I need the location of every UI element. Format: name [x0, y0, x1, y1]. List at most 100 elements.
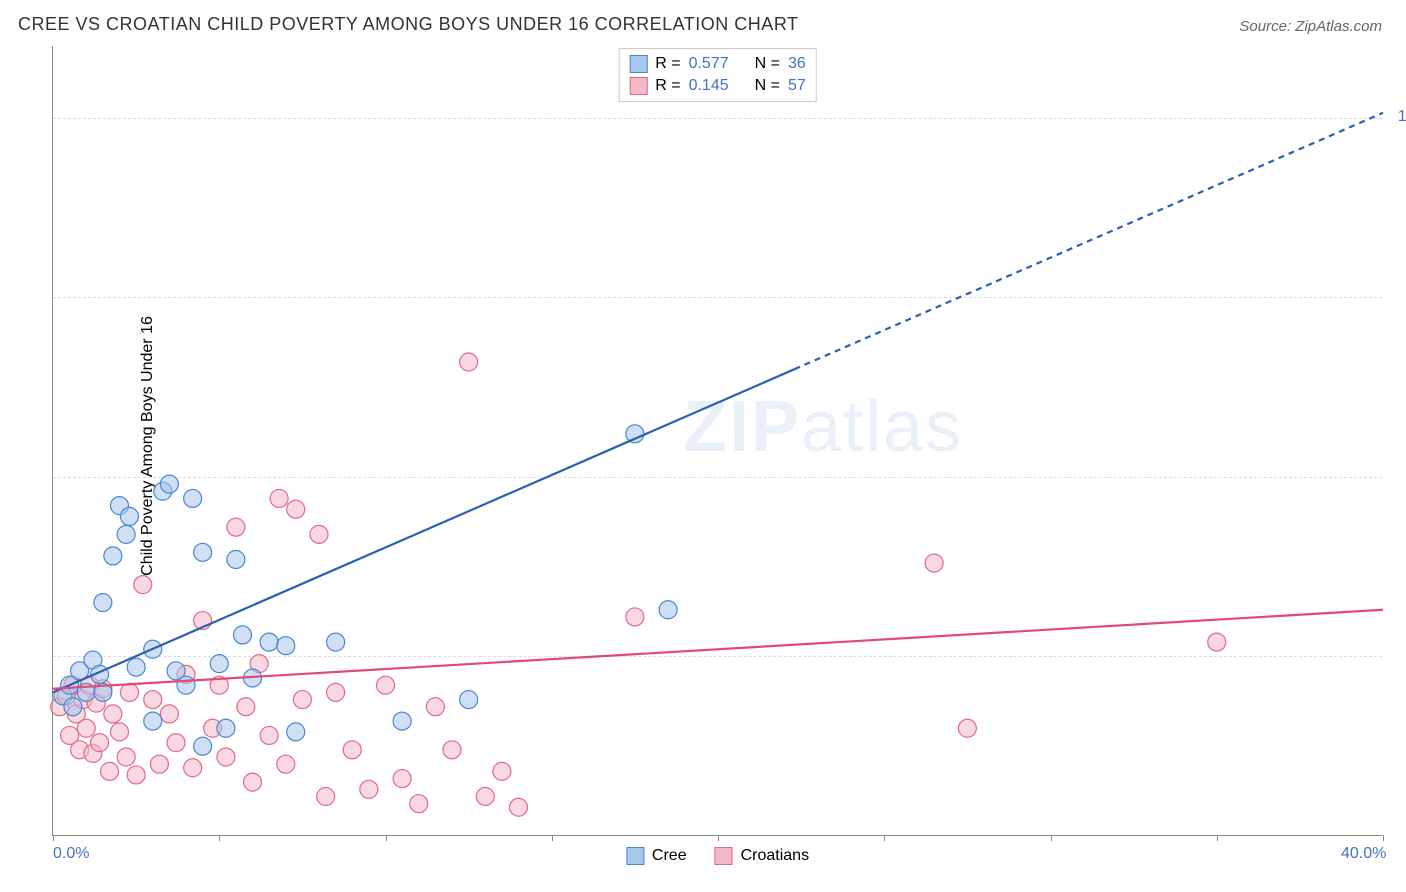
- x-tick: [53, 835, 54, 841]
- source-value: ZipAtlas.com: [1295, 18, 1382, 35]
- chart-title: CREE VS CROATIAN CHILD POVERTY AMONG BOY…: [18, 14, 798, 35]
- data-point: [958, 719, 976, 737]
- x-tick-label: 0.0%: [53, 845, 89, 863]
- legend-label-cree: Cree: [652, 847, 687, 865]
- data-point: [184, 759, 202, 777]
- data-point: [317, 788, 335, 806]
- data-point: [101, 762, 119, 780]
- plot-svg: [53, 46, 1382, 835]
- legend-item-cree: Cree: [626, 847, 687, 865]
- r-label: R =: [655, 77, 680, 95]
- data-point: [177, 676, 195, 694]
- r-value-cree: 0.577: [689, 55, 729, 73]
- data-point: [626, 608, 644, 626]
- x-tick: [1217, 835, 1218, 841]
- data-point: [460, 353, 478, 371]
- source-attribution: Source: ZipAtlas.com: [1239, 18, 1382, 35]
- data-point: [160, 475, 178, 493]
- data-point: [194, 737, 212, 755]
- data-point: [476, 788, 494, 806]
- legend-stats: R = 0.577 N = 36 R = 0.145 N = 57: [618, 48, 817, 102]
- y-tick-label: 50.0%: [1392, 467, 1406, 485]
- n-label: N =: [755, 55, 780, 73]
- data-point: [194, 543, 212, 561]
- legend-swatch-cree-icon: [626, 847, 644, 865]
- data-point: [184, 489, 202, 507]
- y-tick-label: 100.0%: [1392, 108, 1406, 126]
- source-label: Source:: [1239, 18, 1295, 35]
- legend-stats-row-cree: R = 0.577 N = 36: [629, 53, 806, 75]
- legend-swatch-croatians: [629, 77, 647, 95]
- data-point: [327, 633, 345, 651]
- legend-swatch-croatians-icon: [715, 847, 733, 865]
- data-point: [287, 500, 305, 518]
- data-point: [343, 741, 361, 759]
- data-point: [426, 698, 444, 716]
- data-point: [410, 795, 428, 813]
- series-croatians-points: [51, 353, 1226, 816]
- data-point: [120, 507, 138, 525]
- data-point: [1208, 633, 1226, 651]
- data-point: [77, 719, 95, 737]
- legend-stats-row-croatians: R = 0.145 N = 57: [629, 75, 806, 97]
- x-tick: [1383, 835, 1384, 841]
- x-tick-label: 40.0%: [1341, 845, 1386, 863]
- data-point: [277, 637, 295, 655]
- n-value-cree: 36: [788, 55, 806, 73]
- data-point: [327, 683, 345, 701]
- data-point: [144, 712, 162, 730]
- data-point: [925, 554, 943, 572]
- data-point: [167, 734, 185, 752]
- r-value-croatians: 0.145: [689, 77, 729, 95]
- x-tick: [219, 835, 220, 841]
- y-tick-label: 75.0%: [1392, 287, 1406, 305]
- data-point: [127, 766, 145, 784]
- n-value-croatians: 57: [788, 77, 806, 95]
- legend-label-croatians: Croatians: [741, 847, 809, 865]
- data-point: [626, 425, 644, 443]
- y-tick-label: 25.0%: [1392, 646, 1406, 664]
- legend-series: Cree Croatians: [626, 847, 809, 865]
- data-point: [360, 780, 378, 798]
- data-point: [160, 705, 178, 723]
- data-point: [260, 633, 278, 651]
- data-point: [210, 655, 228, 673]
- chart-container: CREE VS CROATIAN CHILD POVERTY AMONG BOY…: [0, 0, 1406, 892]
- data-point: [510, 798, 528, 816]
- data-point: [127, 658, 145, 676]
- regression-line: [53, 369, 794, 692]
- x-tick: [386, 835, 387, 841]
- data-point: [460, 691, 478, 709]
- x-tick: [718, 835, 719, 841]
- data-point: [91, 734, 109, 752]
- data-point: [234, 626, 252, 644]
- legend-swatch-cree: [629, 55, 647, 73]
- data-point: [117, 748, 135, 766]
- data-point: [443, 741, 461, 759]
- data-point: [244, 773, 262, 791]
- data-point: [217, 748, 235, 766]
- regression-line: [53, 610, 1383, 689]
- data-point: [134, 576, 152, 594]
- data-point: [144, 691, 162, 709]
- x-tick: [552, 835, 553, 841]
- data-point: [227, 551, 245, 569]
- legend-item-croatians: Croatians: [715, 847, 809, 865]
- data-point: [94, 594, 112, 612]
- data-point: [393, 770, 411, 788]
- data-point: [293, 691, 311, 709]
- data-point: [377, 676, 395, 694]
- data-point: [270, 489, 288, 507]
- data-point: [260, 726, 278, 744]
- data-point: [393, 712, 411, 730]
- data-point: [237, 698, 255, 716]
- data-point: [310, 525, 328, 543]
- n-label: N =: [755, 77, 780, 95]
- data-point: [287, 723, 305, 741]
- data-point: [277, 755, 295, 773]
- x-tick: [884, 835, 885, 841]
- r-label: R =: [655, 55, 680, 73]
- data-point: [659, 601, 677, 619]
- data-point: [111, 723, 129, 741]
- data-point: [104, 705, 122, 723]
